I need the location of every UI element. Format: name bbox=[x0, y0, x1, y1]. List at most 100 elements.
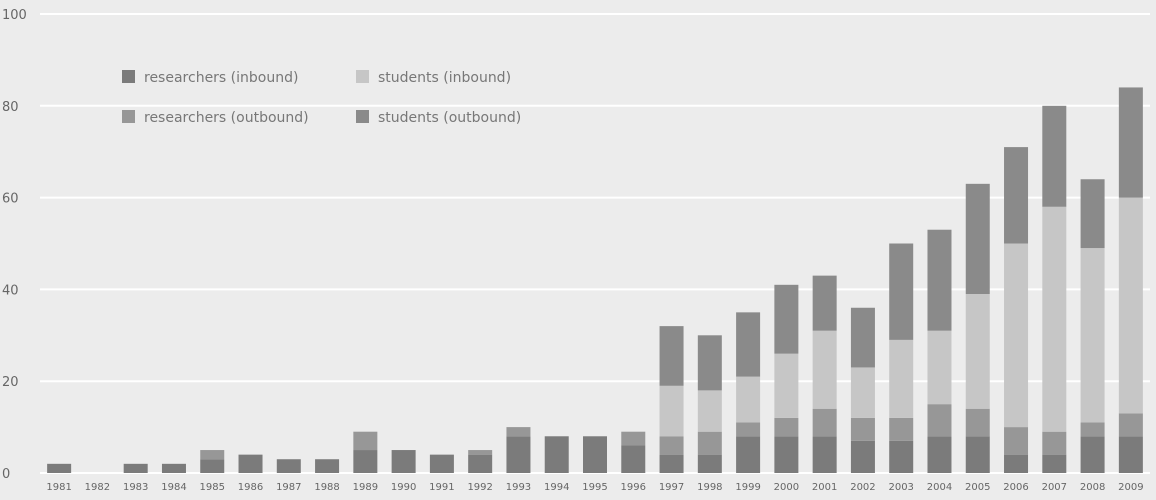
bar-segment bbox=[889, 440, 914, 473]
x-tick-label: 2007 bbox=[1042, 482, 1067, 493]
x-tick-label: 1988 bbox=[314, 482, 339, 493]
bar-segment bbox=[1080, 422, 1105, 437]
bar-segment bbox=[1080, 436, 1105, 473]
bar-segment bbox=[850, 367, 875, 418]
y-tick-label: 80 bbox=[2, 100, 19, 115]
bar-segment bbox=[1042, 105, 1067, 207]
bar-segment bbox=[1042, 431, 1067, 455]
bar-segment bbox=[353, 431, 378, 451]
y-axis: 0 20 40 60 80 100 bbox=[2, 8, 27, 482]
bar-segment bbox=[353, 450, 378, 473]
bar-segment bbox=[736, 376, 761, 423]
x-tick-label: 1983 bbox=[123, 482, 148, 493]
bar-segment bbox=[1118, 413, 1143, 437]
legend-label: researchers (outbound) bbox=[144, 110, 309, 126]
x-tick-label: 1997 bbox=[659, 482, 684, 493]
bar-segment bbox=[850, 417, 875, 441]
legend-swatch bbox=[122, 70, 135, 83]
x-tick-label: 2003 bbox=[888, 482, 913, 493]
x-tick-label: 2005 bbox=[965, 482, 990, 493]
bar-segment bbox=[1004, 147, 1029, 244]
bar-segment bbox=[736, 312, 761, 377]
bar-segment bbox=[200, 450, 225, 460]
bar-segment bbox=[697, 431, 722, 455]
bar-segment bbox=[315, 459, 340, 473]
bar-segment bbox=[736, 422, 761, 437]
x-tick-label: 1982 bbox=[85, 482, 110, 493]
x-tick-label: 2000 bbox=[774, 482, 799, 493]
bar-segment bbox=[812, 436, 837, 473]
x-tick-label: 2006 bbox=[1003, 482, 1028, 493]
bar-segment bbox=[1118, 197, 1143, 414]
bar-segment bbox=[506, 427, 531, 437]
x-tick-label: 1986 bbox=[238, 482, 263, 493]
bar-segment bbox=[1004, 454, 1029, 473]
bar-segment bbox=[736, 436, 761, 473]
bar-segment bbox=[506, 436, 531, 473]
x-tick-label: 1993 bbox=[506, 482, 531, 493]
bars-layer bbox=[47, 87, 1143, 473]
bar-segment bbox=[965, 183, 990, 294]
legend-swatch bbox=[356, 110, 369, 123]
bar-segment bbox=[659, 436, 684, 455]
bar-segment bbox=[429, 454, 454, 473]
x-tick-label: 1981 bbox=[46, 482, 71, 493]
bar-segment bbox=[1004, 243, 1029, 428]
bar-segment bbox=[697, 335, 722, 391]
bar-segment bbox=[812, 408, 837, 437]
bar-segment bbox=[889, 417, 914, 441]
bar-segment bbox=[238, 454, 263, 473]
bar-segment bbox=[659, 385, 684, 437]
y-tick-label: 0 bbox=[2, 467, 10, 482]
x-tick-label: 2008 bbox=[1080, 482, 1105, 493]
bar-segment bbox=[850, 307, 875, 368]
bar-segment bbox=[123, 463, 148, 473]
y-tick-label: 100 bbox=[2, 8, 27, 23]
bar-segment bbox=[200, 459, 225, 473]
legend-swatch bbox=[356, 70, 369, 83]
x-tick-label: 2002 bbox=[850, 482, 875, 493]
y-tick-label: 60 bbox=[2, 192, 19, 207]
bar-segment bbox=[927, 436, 952, 473]
bar-segment bbox=[621, 431, 646, 446]
bar-segment bbox=[965, 293, 990, 409]
bar-segment bbox=[659, 454, 684, 473]
bar-segment bbox=[889, 243, 914, 340]
bar-segment bbox=[1118, 87, 1143, 198]
x-tick-label: 1985 bbox=[200, 482, 225, 493]
bar-segment bbox=[850, 440, 875, 473]
bar-segment bbox=[697, 454, 722, 473]
x-tick-label: 1998 bbox=[697, 482, 722, 493]
bar-segment bbox=[583, 436, 607, 473]
bar-segment bbox=[774, 417, 799, 437]
x-tick-label: 1984 bbox=[161, 482, 186, 493]
x-tick-label: 1987 bbox=[276, 482, 301, 493]
bar-segment bbox=[161, 463, 186, 473]
bar-segment bbox=[774, 436, 799, 473]
bar-segment bbox=[391, 450, 416, 473]
bar-segment bbox=[47, 463, 72, 473]
bar-segment bbox=[774, 284, 799, 354]
x-tick-label: 2009 bbox=[1118, 482, 1143, 493]
bar-segment bbox=[812, 330, 837, 409]
bar-segment bbox=[1080, 179, 1105, 249]
bar-segment bbox=[1042, 454, 1067, 473]
bar-segment bbox=[659, 326, 684, 386]
bar-segment bbox=[927, 330, 952, 405]
x-tick-label: 1994 bbox=[544, 482, 569, 493]
bar-segment bbox=[889, 339, 914, 418]
bar-segment bbox=[468, 454, 493, 473]
bar-segment bbox=[965, 408, 990, 437]
bar-segment bbox=[1118, 436, 1143, 473]
x-tick-label: 1992 bbox=[467, 482, 492, 493]
legend-label: students (outbound) bbox=[378, 110, 521, 126]
x-axis: 1981 1982 1983 1984 1985 1986 1987 1988 1989 1990… bbox=[46, 482, 1143, 493]
y-tick-label: 40 bbox=[2, 283, 19, 298]
x-tick-label: 2004 bbox=[927, 482, 952, 493]
y-tick-label: 20 bbox=[2, 375, 19, 390]
bar-segment bbox=[927, 229, 952, 331]
legend-label: researchers (inbound) bbox=[144, 70, 298, 86]
